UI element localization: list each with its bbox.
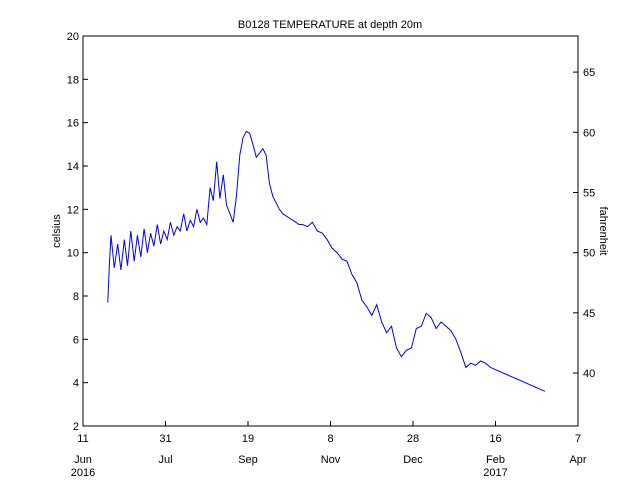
x-tick-month-label: Dec xyxy=(403,454,423,466)
right-y-tick-label: 50 xyxy=(583,248,595,260)
left-y-tick-label: 20 xyxy=(67,31,79,43)
right-y-tick-label: 60 xyxy=(583,127,595,139)
x-tick-year-label: 2016 xyxy=(71,467,95,479)
right-y-tick-label: 45 xyxy=(583,308,595,320)
x-tick-month-label: Nov xyxy=(321,454,341,466)
x-tick-day-label: 8 xyxy=(327,433,333,445)
x-tick-month-label: Sep xyxy=(238,454,258,466)
left-y-tick-label: 18 xyxy=(67,74,79,86)
x-tick-day-label: 31 xyxy=(159,433,171,445)
right-y-tick-label: 40 xyxy=(583,368,595,380)
y-axis-label: celsius xyxy=(51,214,63,248)
left-y-tick-label: 16 xyxy=(67,118,79,130)
right-y-tick-label: 55 xyxy=(583,187,595,199)
x-tick-month-label: Feb xyxy=(486,454,505,466)
left-y-tick-label: 14 xyxy=(67,161,79,173)
left-y-tick-label: 4 xyxy=(73,378,79,390)
x-tick-year-label: 2017 xyxy=(483,467,507,479)
x-tick-day-label: 11 xyxy=(77,433,88,445)
right-y-tick-label: 65 xyxy=(583,67,595,79)
left-y-tick-label: 10 xyxy=(67,248,79,260)
left-y-axis: 2 4 6 8 10 12 14 16 18 20 xyxy=(67,31,88,433)
left-y-tick-label: 6 xyxy=(73,334,79,346)
x-tick-month-label: Apr xyxy=(569,454,586,466)
x-tick-month-label: Jul xyxy=(158,454,172,466)
chart-title: B0128 TEMPERATURE at depth 20m xyxy=(238,19,422,31)
x-tick-day-label: 28 xyxy=(407,433,419,445)
left-y-tick-label: 12 xyxy=(67,204,79,216)
y2-axis-label: fahrenheit xyxy=(597,207,609,256)
series-layer xyxy=(107,130,546,392)
left-y-tick-label: 8 xyxy=(73,291,79,303)
x-tick-day-label: 7 xyxy=(575,433,581,445)
series-line-0 xyxy=(107,130,546,392)
left-y-tick-label: 2 xyxy=(73,421,79,433)
x-tick-day-label: 16 xyxy=(489,433,501,445)
right-y-axis: 40 45 50 55 60 65 xyxy=(573,67,595,380)
x-tick-day-label: 19 xyxy=(242,433,254,445)
x-tick-month-label: Jun xyxy=(74,454,92,466)
